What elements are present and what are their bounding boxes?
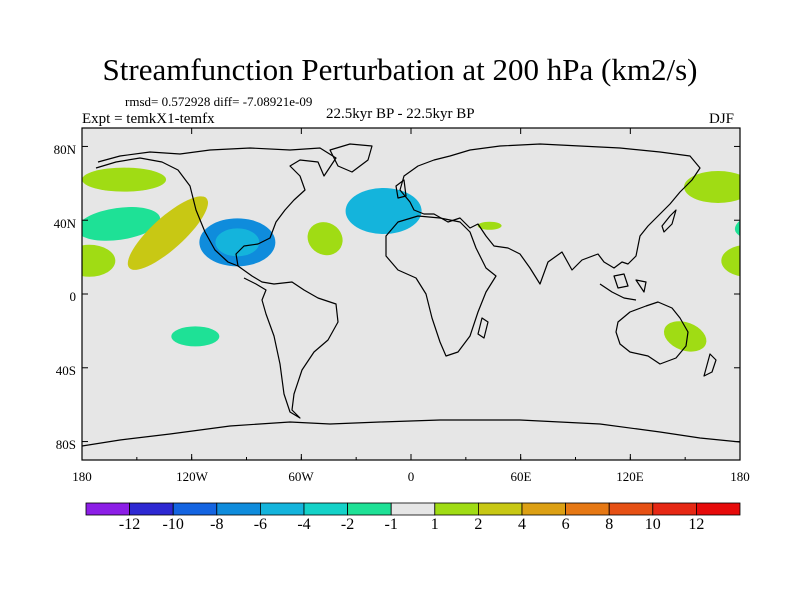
coast-british-isles <box>395 179 407 199</box>
anomaly-region <box>82 167 167 192</box>
colorbar-swatch <box>259 502 305 516</box>
anomaly-region <box>82 207 161 241</box>
colorbar-swatch <box>216 502 261 516</box>
coast-indonesia <box>599 273 647 301</box>
colorbar-swatch <box>434 502 479 516</box>
lat-tick-label: 40N <box>53 216 76 231</box>
colorbar-label: 2 <box>474 516 483 533</box>
period-label: 22.5kyr BP - 22.5kyr BP <box>326 106 475 122</box>
anomaly-region <box>345 188 422 234</box>
colorbar-label: -12 <box>118 516 141 533</box>
colorbar-swatch <box>303 502 348 516</box>
stats-text: rmsd= 0.572928 diff= -7.08921e-09 <box>125 94 313 109</box>
lat-tick-label: 80N <box>53 142 76 157</box>
colorbar-swatch <box>565 502 610 516</box>
coast-north-america <box>95 147 337 267</box>
lon-tick-label: 60W <box>288 469 314 484</box>
colorbar-label: 1 <box>430 516 439 533</box>
colorbar-label: 8 <box>605 516 614 533</box>
lon-tick-label: 180 <box>72 469 92 484</box>
colorbar-label: 10 <box>644 516 661 533</box>
anomaly-core <box>152 218 183 248</box>
anomaly-contour <box>82 207 161 241</box>
colorbar-label: 6 <box>561 516 570 533</box>
lat-tick-label: 40S <box>55 363 76 378</box>
colorbar-swatch <box>696 502 741 516</box>
anomaly-contour <box>477 221 502 230</box>
coast-madagascar <box>477 317 489 339</box>
anomaly-region <box>82 244 116 277</box>
lon-tick-label: 120E <box>616 469 644 484</box>
colorbar-swatch <box>129 502 174 516</box>
experiment-label: Expt = temkX1-temfx <box>82 111 215 127</box>
colorbar-label: -10 <box>162 516 184 533</box>
anomaly-region <box>199 218 276 267</box>
colorbar <box>85 502 741 516</box>
coast-australia <box>615 301 689 365</box>
anomaly-region <box>307 222 343 256</box>
map-background <box>82 128 740 460</box>
coast-south-america <box>237 265 339 419</box>
coast-eurasia <box>399 143 701 285</box>
anomaly-contour <box>82 244 116 277</box>
anomaly-core <box>371 203 396 219</box>
anomaly-region <box>684 171 740 204</box>
coast-japan <box>661 209 677 233</box>
colorbar-label: -8 <box>210 516 224 533</box>
coast-africa <box>385 215 497 357</box>
colorbar-swatch <box>390 502 436 516</box>
anomaly-core <box>215 228 260 257</box>
anomaly-region-wrap <box>734 207 740 241</box>
coastlines <box>82 143 740 447</box>
coast-greenland <box>329 143 373 173</box>
anomaly-region <box>127 196 209 270</box>
lat-tick-label: 80S <box>55 437 76 452</box>
colorbar-swatch <box>608 502 654 516</box>
anomaly-contours <box>82 167 740 352</box>
anomaly-contour <box>307 222 343 256</box>
anomaly-contour <box>663 321 707 352</box>
colorbar-swatch <box>477 502 523 516</box>
anomaly-region <box>663 321 707 352</box>
coast-new-zealand <box>703 353 717 377</box>
colorbar-label: 4 <box>518 516 526 533</box>
colorbar-swatch <box>172 502 218 516</box>
colorbar-label: -4 <box>297 516 311 533</box>
colorbar-label: 12 <box>688 516 705 533</box>
anomaly-contour <box>721 245 740 277</box>
anomaly-region <box>171 326 220 347</box>
lon-tick-label: 60E <box>510 469 532 484</box>
season-label: DJF <box>709 111 735 127</box>
colorbar-swatch <box>652 502 697 516</box>
map-title: Streamfunction Perturbation at 200 hPa (… <box>102 52 698 87</box>
colorbar-label: -1 <box>384 516 398 533</box>
colorbar-label: -6 <box>253 516 268 533</box>
anomaly-region-wrap <box>721 245 740 277</box>
anomaly-contour <box>171 326 220 347</box>
lat-tick-label: 0 <box>69 289 77 304</box>
anomaly-region <box>477 221 502 230</box>
colorbar-swatch <box>521 502 566 516</box>
anomaly-contour <box>734 207 740 241</box>
anomaly-contour <box>82 167 167 192</box>
anomaly-contour <box>684 171 740 204</box>
lon-tick-label: 0 <box>407 469 415 484</box>
axis-ticks <box>81 128 741 460</box>
colorbar-swatch <box>85 502 130 516</box>
colorbar-swatch <box>347 502 392 516</box>
coast-antarctica <box>82 419 740 447</box>
colorbar-label: -2 <box>340 516 355 533</box>
lon-tick-label: 180 <box>730 469 750 484</box>
lon-tick-label: 120W <box>176 469 208 484</box>
